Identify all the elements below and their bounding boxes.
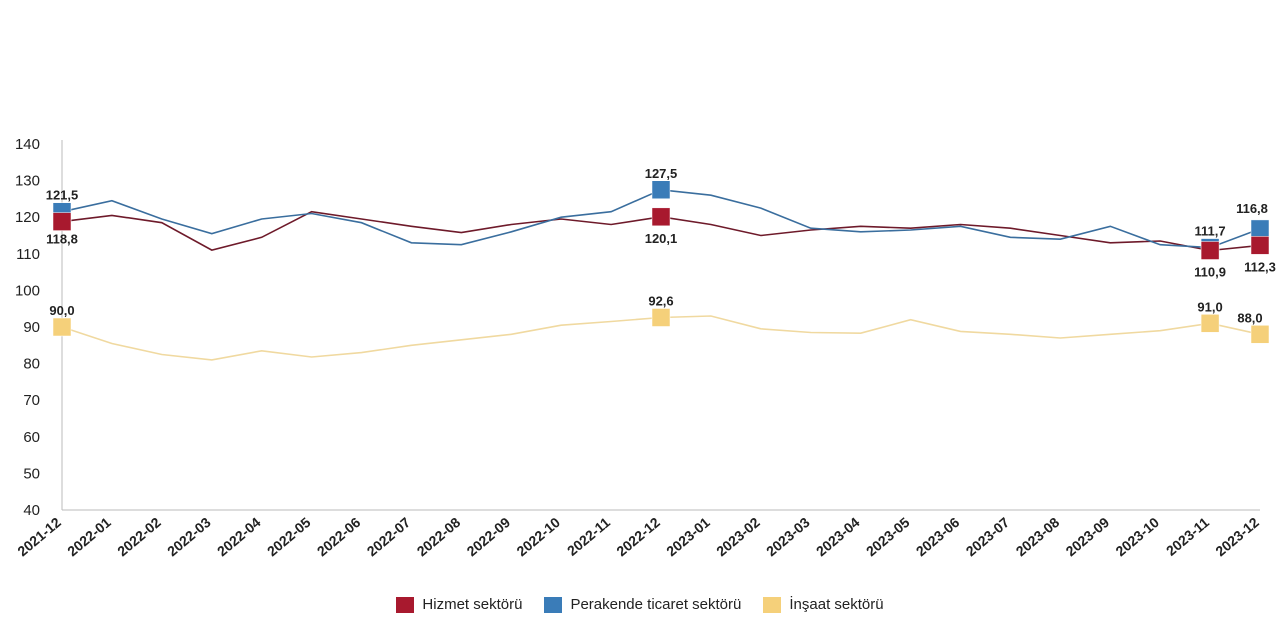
data-label: 127,5 bbox=[645, 166, 678, 181]
x-tick-label: 2023-01 bbox=[663, 514, 713, 559]
x-tick-label: 2023-04 bbox=[813, 514, 863, 559]
data-label: 118,8 bbox=[46, 232, 78, 247]
x-tick-label: 2023-07 bbox=[963, 514, 1013, 559]
data-marker bbox=[651, 207, 671, 227]
x-tick-label: 2022-04 bbox=[214, 514, 264, 559]
data-marker bbox=[1250, 219, 1270, 239]
x-tick-label: 2023-05 bbox=[863, 514, 913, 559]
y-tick-label: 80 bbox=[23, 356, 40, 373]
x-tick-label: 2022-09 bbox=[464, 514, 514, 559]
legend-item-hizmet: Hizmet sektörü bbox=[396, 596, 522, 613]
y-tick-label: 140 bbox=[15, 136, 40, 153]
data-label: 121,5 bbox=[46, 188, 79, 203]
y-tick-label: 130 bbox=[15, 173, 40, 190]
y-tick-label: 120 bbox=[15, 209, 40, 226]
legend-label-insaat: İnşaat sektörü bbox=[789, 596, 884, 613]
y-tick-label: 110 bbox=[16, 246, 40, 263]
y-tick-label: 60 bbox=[23, 429, 40, 446]
x-tick-label: 2023-08 bbox=[1013, 514, 1063, 559]
x-tick-label: 2023-10 bbox=[1112, 514, 1162, 559]
x-tick-label: 2022-07 bbox=[364, 514, 414, 559]
x-tick-label: 2021-12 bbox=[14, 514, 64, 559]
x-tick-label: 2022-05 bbox=[264, 514, 314, 559]
data-marker bbox=[52, 212, 72, 231]
data-marker bbox=[1200, 314, 1220, 333]
legend-item-perakende: Perakende ticaret sektörü bbox=[544, 596, 741, 613]
x-tick-label: 2023-06 bbox=[913, 514, 963, 559]
x-tick-label: 2022-08 bbox=[414, 514, 464, 559]
legend-item-insaat: İnşaat sektörü bbox=[763, 596, 884, 613]
x-tick-label: 2023-09 bbox=[1063, 514, 1113, 559]
y-tick-label: 100 bbox=[15, 282, 40, 299]
x-tick-label: 2023-12 bbox=[1212, 514, 1262, 559]
data-label: 110,9 bbox=[1194, 265, 1226, 280]
y-tick-label: 90 bbox=[23, 319, 40, 336]
data-marker bbox=[1250, 236, 1270, 255]
legend-label-hizmet: Hizmet sektörü bbox=[422, 596, 523, 613]
data-marker bbox=[651, 308, 671, 327]
legend-swatch-insaat bbox=[763, 596, 782, 613]
x-tick-label: 2022-03 bbox=[164, 514, 214, 559]
data-label: 90,0 bbox=[49, 303, 74, 318]
y-tick-label: 40 bbox=[23, 502, 40, 519]
data-marker bbox=[651, 180, 671, 199]
data-marker bbox=[52, 317, 72, 337]
data-label: 120,1 bbox=[645, 231, 678, 246]
data-marker bbox=[1250, 325, 1270, 344]
data-label: 112,3 bbox=[1244, 259, 1276, 274]
data-marker bbox=[1200, 241, 1220, 260]
x-tick-label: 2023-11 bbox=[1163, 514, 1212, 559]
x-tick-label: 2023-03 bbox=[763, 514, 813, 559]
x-tick-label: 2023-02 bbox=[713, 514, 763, 559]
legend-swatch-perakende bbox=[544, 596, 563, 613]
legend-label-perakende: Perakende ticaret sektörü bbox=[570, 596, 742, 613]
y-tick-label: 70 bbox=[23, 392, 40, 409]
data-label: 91,0 bbox=[1197, 299, 1222, 314]
x-tick-label: 2022-01 bbox=[64, 514, 114, 559]
x-tick-label: 2022-12 bbox=[613, 514, 663, 559]
legend-swatch-hizmet bbox=[396, 596, 415, 613]
y-tick-label: 50 bbox=[23, 465, 40, 482]
x-tick-label: 2022-10 bbox=[513, 514, 563, 559]
data-label: 88,0 bbox=[1237, 310, 1262, 325]
x-tick-label: 2022-02 bbox=[114, 514, 164, 559]
x-tick-label: 2022-11 bbox=[564, 514, 613, 559]
legend: Hizmet sektörü Perakende ticaret sektörü… bbox=[0, 596, 1280, 613]
data-label: 92,6 bbox=[648, 293, 673, 308]
data-label: 116,8 bbox=[1236, 201, 1268, 216]
data-label: 111,7 bbox=[1195, 224, 1226, 239]
x-tick-label: 2022-06 bbox=[314, 514, 364, 559]
